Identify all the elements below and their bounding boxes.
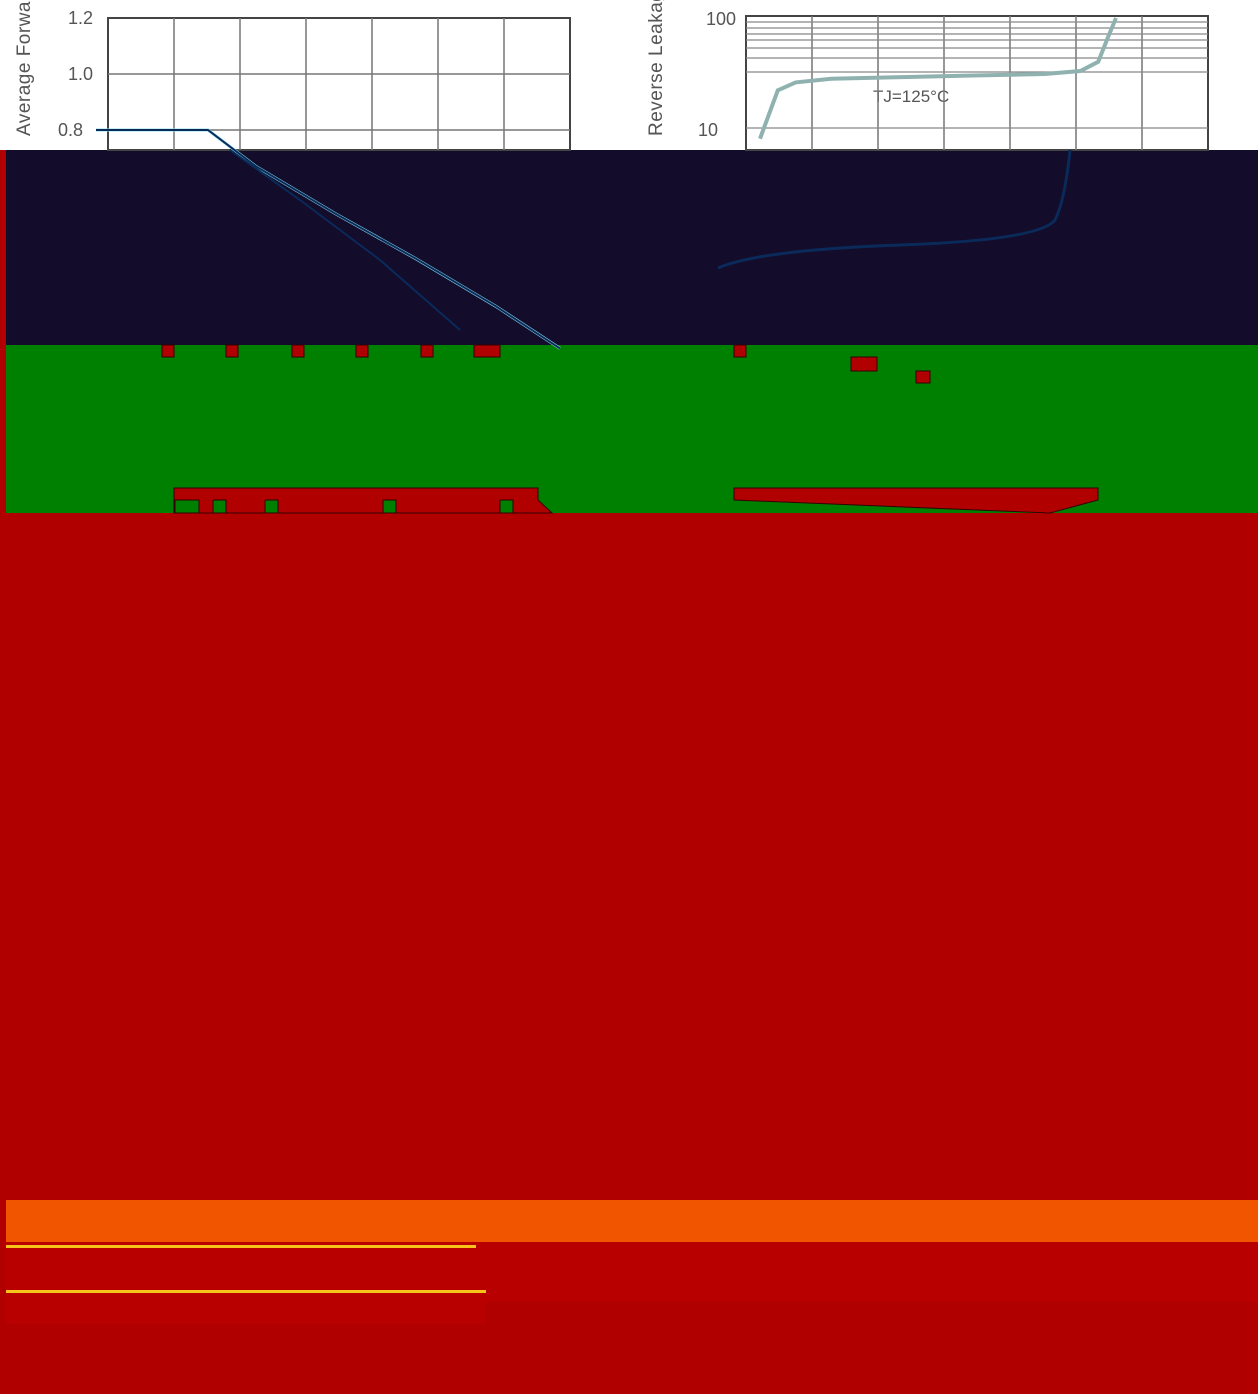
left-y-tick: 1.2: [68, 8, 94, 28]
band-step-right: [733, 487, 1099, 514]
left-y-tick: 1.0: [68, 64, 94, 84]
right-series-echo: [717, 149, 1072, 270]
navy-band: [6, 150, 1258, 345]
yellow-stripe: [6, 1290, 486, 1293]
left-series-line: [96, 128, 561, 350]
yellow-stripe: [6, 1245, 476, 1248]
band-notch: [499, 499, 514, 514]
right-y-tick: 10: [698, 120, 719, 140]
band-marker: [915, 370, 931, 384]
right-plot-frame: [745, 15, 1209, 151]
band-notch: [382, 499, 397, 514]
band-marker: [420, 344, 434, 358]
band-notch: [174, 499, 200, 514]
band-notch: [212, 499, 227, 514]
orange-band: [6, 1200, 1258, 1242]
band-marker: [225, 344, 239, 358]
left-series-echo: [229, 149, 461, 331]
band-marker: [161, 344, 175, 358]
band-marker: [733, 344, 747, 358]
band-notch: [264, 499, 279, 514]
tj-annotation: TJ=125°C: [870, 87, 953, 107]
left-y-tick: 0.8: [58, 120, 84, 140]
left-series-line-shadow: [96, 129, 561, 350]
band-step-left: [173, 487, 554, 514]
band-marker: [473, 344, 501, 358]
band-marker: [850, 356, 878, 372]
band-marker: [291, 344, 305, 358]
band-marker: [355, 344, 369, 358]
green-band: [6, 345, 1258, 513]
right-y-tick: 100: [706, 9, 737, 29]
left-plot-frame: [107, 17, 571, 151]
right-series-line: [758, 17, 1118, 140]
lower-stripe: [6, 1302, 486, 1324]
